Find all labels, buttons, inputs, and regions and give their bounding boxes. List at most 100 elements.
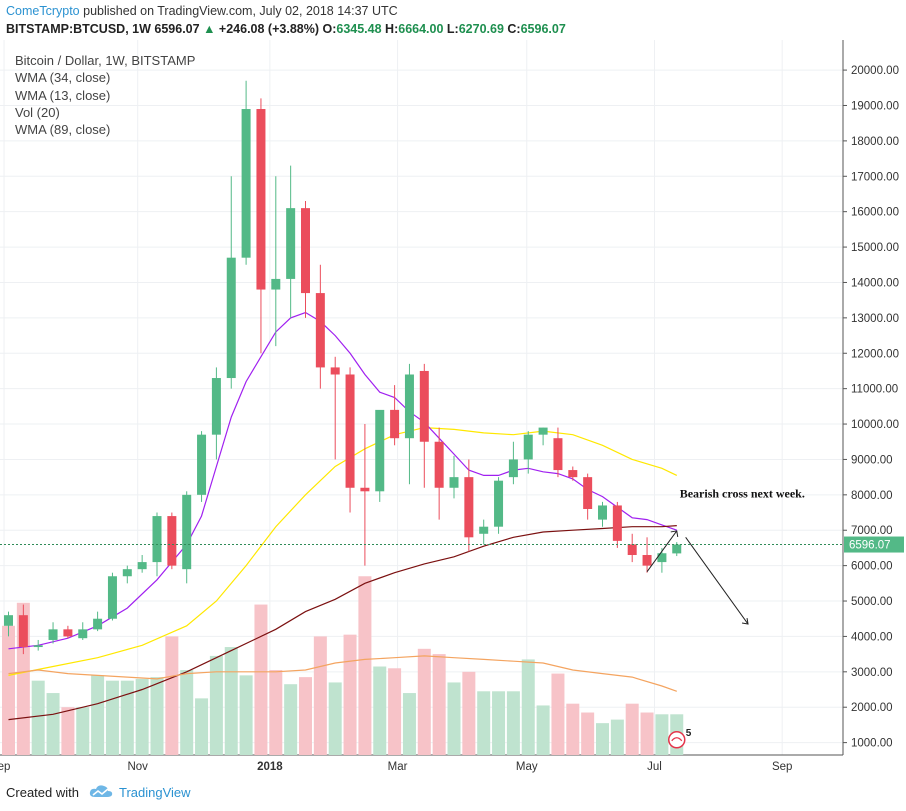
candle-body	[627, 544, 637, 556]
volume-bar	[462, 671, 476, 755]
candle-body	[4, 615, 13, 626]
volume-bar	[596, 723, 609, 755]
candle-body	[152, 516, 162, 563]
volume-bar	[31, 680, 45, 755]
volume-bar	[432, 654, 446, 755]
candle-body	[271, 278, 281, 290]
legend-wma13[interactable]: WMA (13, close)	[15, 87, 111, 103]
x-tick-label: Nov	[127, 761, 148, 773]
candle-body	[167, 516, 177, 566]
volume-bar	[313, 636, 327, 755]
candle-body	[226, 257, 236, 379]
y-tick-label: 20000.00	[851, 65, 899, 77]
annotation-arrow-up	[646, 530, 678, 572]
volume-bar	[536, 705, 550, 755]
volume-bar	[373, 666, 387, 755]
candle-body	[315, 293, 325, 368]
volume-bar	[239, 675, 253, 755]
candle-body	[63, 629, 73, 637]
volume-bar	[447, 682, 461, 755]
candle-body	[449, 477, 459, 488]
volume-bar	[417, 648, 431, 755]
candle-body	[256, 109, 266, 290]
volume-bar	[299, 677, 312, 755]
volume-bar	[477, 691, 491, 755]
candle-body	[523, 434, 533, 460]
y-tick-label: 14000.00	[851, 277, 899, 289]
candle-body	[553, 438, 563, 471]
y-tick-label: 13000.00	[851, 313, 899, 325]
candle-body	[494, 480, 504, 527]
y-tick-label: 17000.00	[851, 171, 899, 183]
volume-bar	[61, 707, 75, 755]
change-value: +246.08 (+3.88%)	[218, 22, 319, 36]
y-tick-label: 11000.00	[851, 384, 898, 396]
published-text: published on TradingView.com, July 02, 2…	[83, 4, 398, 18]
open-label: O:	[322, 22, 337, 36]
price-chart[interactable]: 1000.00 2000.00 3000.00 4000.00 5000.00 6000.…	[0, 40, 906, 776]
y-tick-label: 10000.00	[851, 419, 899, 431]
candle-body	[583, 477, 593, 509]
volume-bar	[105, 680, 119, 755]
volume-bar	[551, 673, 565, 755]
y-tick-label: 15000.00	[851, 242, 899, 254]
close-label: C:	[507, 22, 521, 36]
volume-bar	[581, 712, 595, 755]
x-tick-label: ep	[0, 761, 10, 773]
candle-body	[18, 615, 28, 648]
chart-legend: Bitcoin / Dollar, 1W, BITSTAMP WMA (34, …	[15, 52, 195, 138]
tradingview-cloud-icon	[89, 784, 113, 801]
footer: Created with TradingView	[6, 784, 191, 801]
y-tick-label: 4000.00	[851, 631, 893, 643]
candle-body	[137, 562, 147, 570]
low-value: 6270.69	[458, 22, 504, 36]
flag-icon-mark	[671, 737, 683, 742]
candle-body	[508, 459, 518, 478]
low-label: L:	[446, 22, 459, 36]
candle-body	[122, 569, 132, 577]
legend-wma34[interactable]: WMA (34, close)	[15, 70, 111, 86]
current-price-badge	[844, 536, 904, 553]
candle-body	[345, 374, 355, 488]
volume-bar	[521, 659, 535, 755]
volume-bar	[150, 677, 164, 755]
candle-body	[598, 505, 607, 520]
flag-icon[interactable]	[668, 731, 686, 749]
volume-bar	[180, 670, 194, 755]
candle-body	[360, 487, 370, 492]
candle-body	[419, 370, 429, 442]
candle-body	[464, 477, 474, 538]
created-with-text: Created with	[6, 785, 79, 800]
publisher-link[interactable]: ComeTcrypto	[6, 4, 80, 18]
volume-bar	[135, 678, 149, 755]
x-tick-label: Sep	[772, 761, 792, 773]
volume-bar	[640, 712, 654, 755]
x-tick-label: 2018	[257, 761, 283, 773]
line-wma-89-close	[8, 525, 677, 721]
legend-volume[interactable]: Vol (20)	[15, 104, 60, 120]
y-tick-label: 9000.00	[851, 454, 893, 466]
candle-body	[479, 526, 489, 534]
flag-number: 5	[686, 728, 692, 739]
close-value: 6596.07	[520, 22, 566, 36]
tradingview-link[interactable]: TradingView	[118, 785, 191, 800]
legend-wma89[interactable]: WMA (89, close)	[15, 122, 111, 138]
high-value: 6664.00	[398, 22, 444, 36]
volume-bar	[284, 684, 298, 755]
volume-bar	[254, 604, 268, 755]
candle-body	[642, 555, 652, 566]
line-vol-20	[8, 655, 678, 692]
x-tick-label: Jul	[647, 761, 662, 773]
candle-body	[568, 470, 578, 478]
volume-bar	[195, 698, 209, 755]
candle-body	[107, 576, 117, 619]
symbol: BITSTAMP:BTCUSD, 1W	[6, 22, 151, 36]
candle-body	[211, 378, 221, 435]
open-value: 6345.48	[336, 22, 382, 36]
volume-bar	[209, 655, 223, 755]
volume-bar	[610, 719, 624, 755]
annotation-text: Bearish cross next week.	[680, 487, 805, 501]
candle-body	[612, 505, 622, 541]
candle-body	[330, 367, 340, 375]
volume-bar	[91, 675, 105, 755]
